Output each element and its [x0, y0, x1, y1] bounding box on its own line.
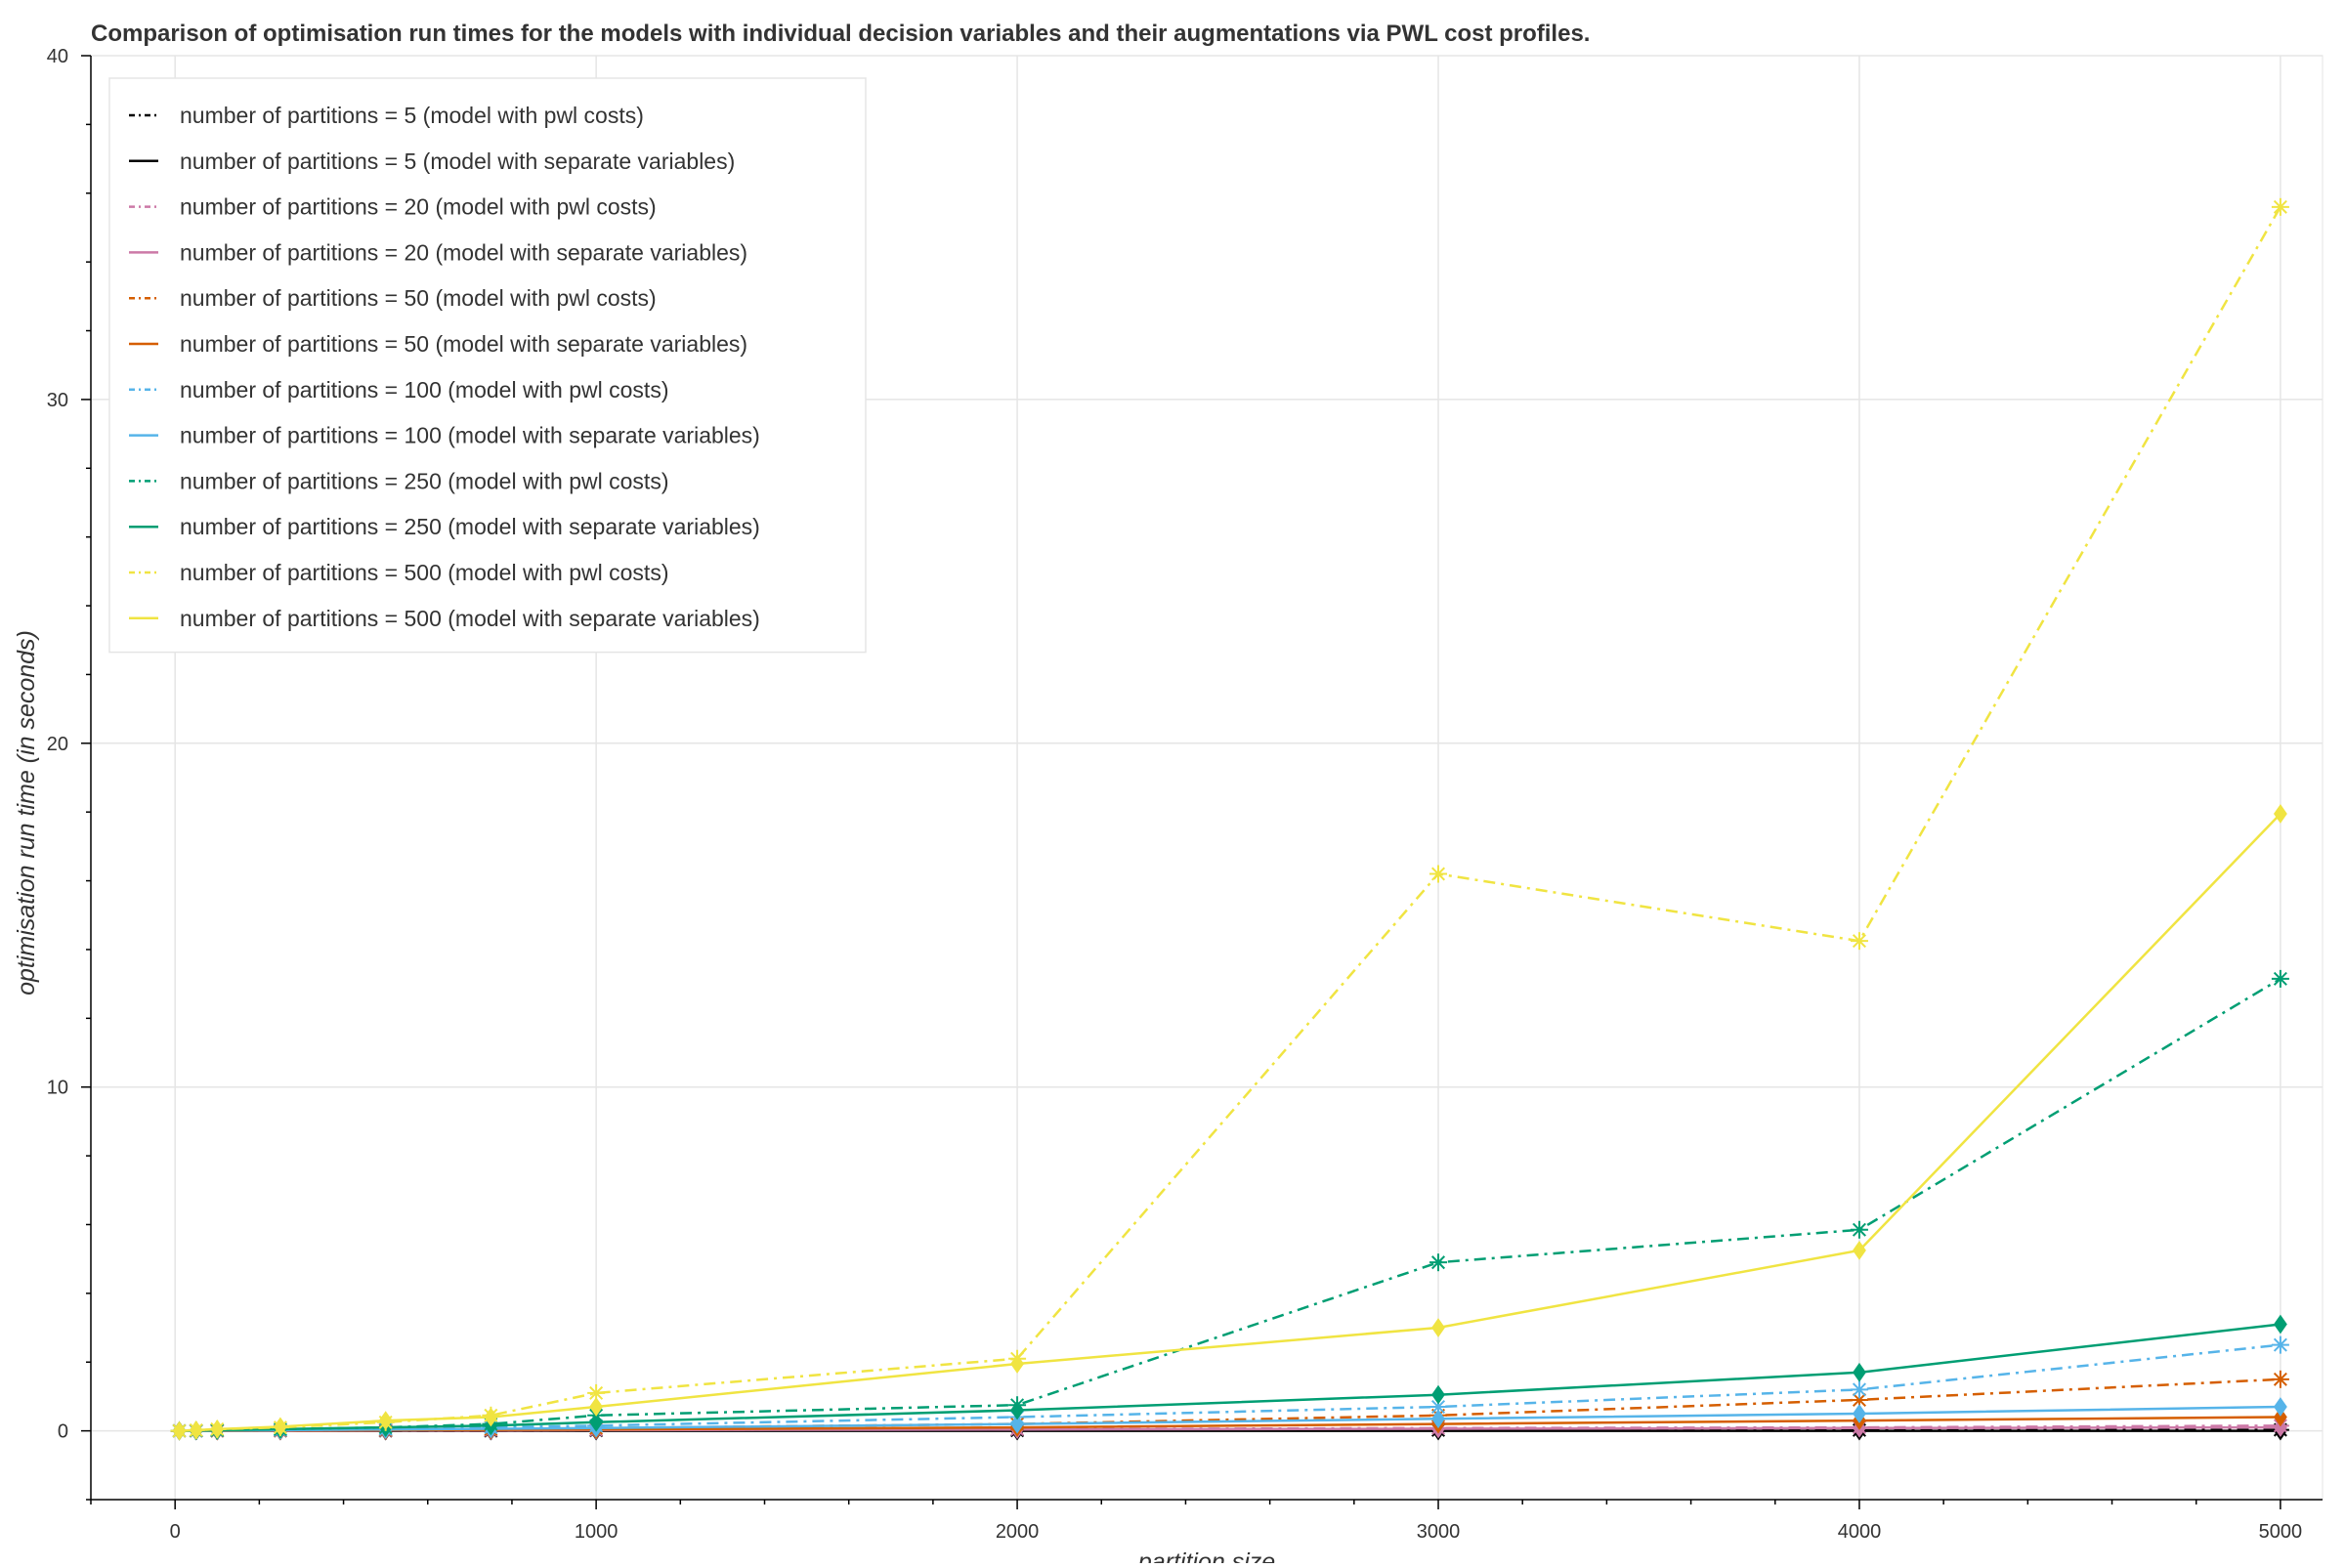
asterisk-marker	[1850, 1380, 1868, 1399]
legend: number of partitions = 5 (model with pwl…	[108, 77, 867, 654]
y-tick-label: 40	[47, 46, 68, 67]
x-tick-label: 1000	[575, 1521, 618, 1543]
diamond-marker	[589, 1412, 604, 1432]
asterisk-marker	[1429, 1253, 1448, 1272]
diamond-marker	[1010, 1414, 1024, 1434]
legend-item: number of partitions = 20 (model with se…	[129, 239, 747, 265]
x-tick-label: 0	[170, 1521, 181, 1543]
diamond-marker	[378, 1411, 393, 1430]
legend-item: number of partitions = 50 (model with pw…	[129, 285, 657, 311]
legend-label: number of partitions = 250 (model with p…	[180, 468, 668, 493]
asterisk-marker	[1429, 865, 1448, 883]
diamond-marker	[1431, 1384, 1445, 1405]
diamond-marker	[1010, 1354, 1024, 1374]
diamond-marker	[1010, 1400, 1024, 1420]
legend-item: number of partitions = 20 (model with pw…	[129, 194, 657, 220]
diamond-marker	[1853, 1362, 1866, 1382]
x-tick-label: 5000	[2259, 1521, 2303, 1543]
axes: 0 1000 2000 3000 4000 5000 0 10 20 30 40	[47, 46, 2323, 1543]
series-group	[170, 197, 2289, 1441]
legend-label: number of partitions = 20 (model with pw…	[180, 194, 657, 220]
diamond-marker	[1431, 1318, 1445, 1337]
x-tick-label: 2000	[996, 1521, 1040, 1543]
diamond-marker	[172, 1420, 187, 1441]
diamond-marker	[2273, 804, 2287, 824]
legend-item: number of partitions = 250 (model with s…	[129, 514, 760, 539]
y-tick-label: 10	[47, 1078, 68, 1099]
diamond-marker	[2273, 1314, 2287, 1335]
legend-item: number of partitions = 500 (model with p…	[129, 560, 668, 585]
legend-label: number of partitions = 500 (model with p…	[180, 560, 668, 585]
asterisk-marker	[1850, 932, 1868, 951]
x-tick-label: 4000	[1838, 1521, 1882, 1543]
y-tick-label: 0	[58, 1421, 68, 1443]
asterisk-marker	[2271, 969, 2289, 988]
diamond-marker	[2273, 1397, 2287, 1417]
series-line	[179, 813, 2281, 1432]
y-axis-label: optimisation run time (in seconds)	[13, 630, 40, 996]
legend-label: number of partitions = 5 (model with sep…	[180, 148, 735, 174]
legend-item: number of partitions = 5 (model with sep…	[129, 148, 735, 174]
series-line	[179, 977, 2281, 1432]
asterisk-marker	[587, 1383, 606, 1402]
diamond-marker	[2273, 1407, 2287, 1427]
asterisk-marker	[2271, 197, 2289, 216]
legend-label: number of partitions = 100 (model with s…	[180, 423, 760, 448]
legend-item: number of partitions = 100 (model with s…	[129, 423, 760, 448]
legend-item: number of partitions = 5 (model with pwl…	[129, 103, 644, 128]
legend-label: number of partitions = 50 (model with se…	[180, 331, 747, 357]
x-axis-label: partition size	[1137, 1548, 1275, 1563]
legend-box	[108, 77, 867, 654]
x-tick-label: 3000	[1417, 1521, 1461, 1543]
legend-item: number of partitions = 100 (model with p…	[129, 377, 668, 403]
diamond-marker	[1853, 1240, 1866, 1260]
y-tick-label: 20	[47, 734, 68, 755]
diamond-marker	[274, 1417, 287, 1437]
diamond-marker	[210, 1419, 225, 1439]
diamond-marker	[2273, 1418, 2287, 1437]
legend-label: number of partitions = 50 (model with pw…	[180, 285, 657, 311]
legend-label: number of partitions = 250 (model with s…	[180, 514, 760, 539]
diamond-marker	[484, 1407, 498, 1427]
y-tick-label: 30	[47, 390, 68, 411]
asterisk-marker	[2271, 1335, 2289, 1354]
diamond-marker	[1853, 1404, 1866, 1423]
chart-title: Comparison of optimisation run times for…	[91, 21, 1590, 47]
legend-label: number of partitions = 5 (model with pwl…	[180, 103, 644, 128]
legend-label: number of partitions = 100 (model with p…	[180, 377, 668, 403]
diamond-marker	[189, 1420, 203, 1440]
legend-item: number of partitions = 500 (model with s…	[129, 606, 760, 631]
series	[172, 804, 2287, 1441]
legend-item: number of partitions = 250 (model with p…	[129, 468, 668, 493]
diamond-marker	[1431, 1409, 1445, 1429]
asterisk-marker	[1850, 1220, 1868, 1239]
legend-item: number of partitions = 50 (model with se…	[129, 331, 747, 357]
series	[170, 969, 2289, 1440]
asterisk-marker	[2271, 1370, 2289, 1388]
legend-label: number of partitions = 500 (model with s…	[180, 606, 760, 631]
diamond-marker	[589, 1397, 604, 1417]
legend-label: number of partitions = 20 (model with se…	[180, 239, 747, 265]
